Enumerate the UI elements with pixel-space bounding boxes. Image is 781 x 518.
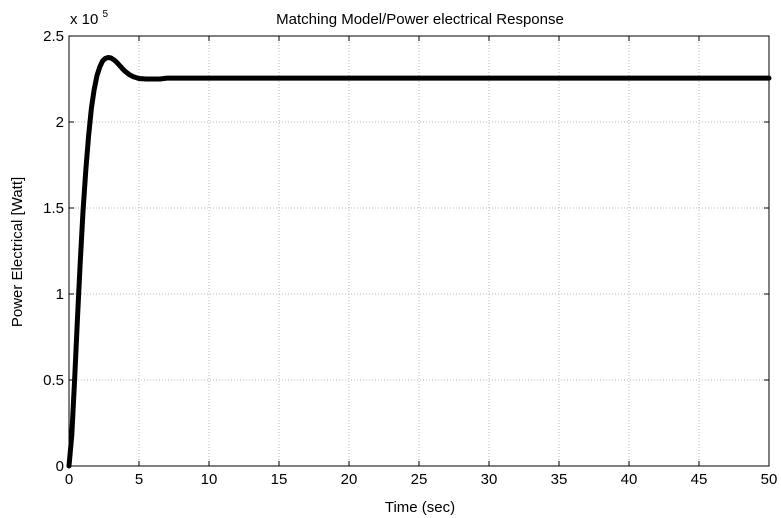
x-tick-label: 0 [65, 471, 73, 488]
y-exponent-label: x 10 5 [70, 9, 109, 28]
y-tick-label: 2.5 [43, 28, 64, 45]
x-tick-label: 30 [481, 471, 498, 488]
y-axis-title: Power Electrical [Watt] [9, 177, 26, 327]
axis-ticks [68, 35, 770, 467]
series-line [66, 55, 772, 469]
y-tick-label: 0 [56, 458, 64, 475]
y-tick-labels: 0 0.5 1 1.5 2 2.5 [43, 28, 64, 475]
chart-title: Matching Model/Power electrical Response [276, 11, 564, 28]
x-tick-label: 10 [201, 471, 218, 488]
y-tick-label: 1.5 [43, 200, 64, 217]
x-tick-label: 5 [135, 471, 143, 488]
x-tick-label: 40 [621, 471, 638, 488]
x-tick-label: 20 [341, 471, 358, 488]
y-tick-label: 1 [56, 286, 64, 303]
y-exponent-base: x 10 [70, 11, 98, 28]
x-tick-label: 50 [761, 471, 778, 488]
x-tick-label: 25 [411, 471, 428, 488]
plot-area [68, 35, 770, 467]
x-tick-label: 15 [271, 471, 288, 488]
x-tick-label: 45 [691, 471, 708, 488]
y-tick-label: 2 [56, 114, 64, 131]
y-tick-label: 0.5 [43, 372, 64, 389]
x-tick-labels: 0 5 10 15 20 25 30 35 40 45 50 [65, 471, 778, 488]
x-axis-title: Time (sec) [385, 499, 455, 516]
y-exponent-power: 5 [103, 9, 109, 20]
x-tick-label: 35 [551, 471, 568, 488]
